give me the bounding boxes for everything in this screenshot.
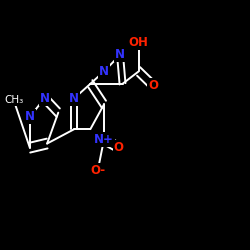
Text: O-: O- bbox=[90, 164, 105, 177]
Text: CH₃: CH₃ bbox=[4, 95, 24, 105]
Text: N: N bbox=[69, 92, 79, 105]
Text: N+: N+ bbox=[94, 133, 114, 146]
Text: OH: OH bbox=[129, 36, 148, 49]
Text: N: N bbox=[99, 65, 109, 78]
Text: N: N bbox=[25, 110, 35, 123]
Text: O: O bbox=[148, 79, 158, 92]
Text: N: N bbox=[115, 48, 125, 62]
Text: O: O bbox=[114, 141, 124, 154]
Text: N: N bbox=[40, 92, 50, 105]
